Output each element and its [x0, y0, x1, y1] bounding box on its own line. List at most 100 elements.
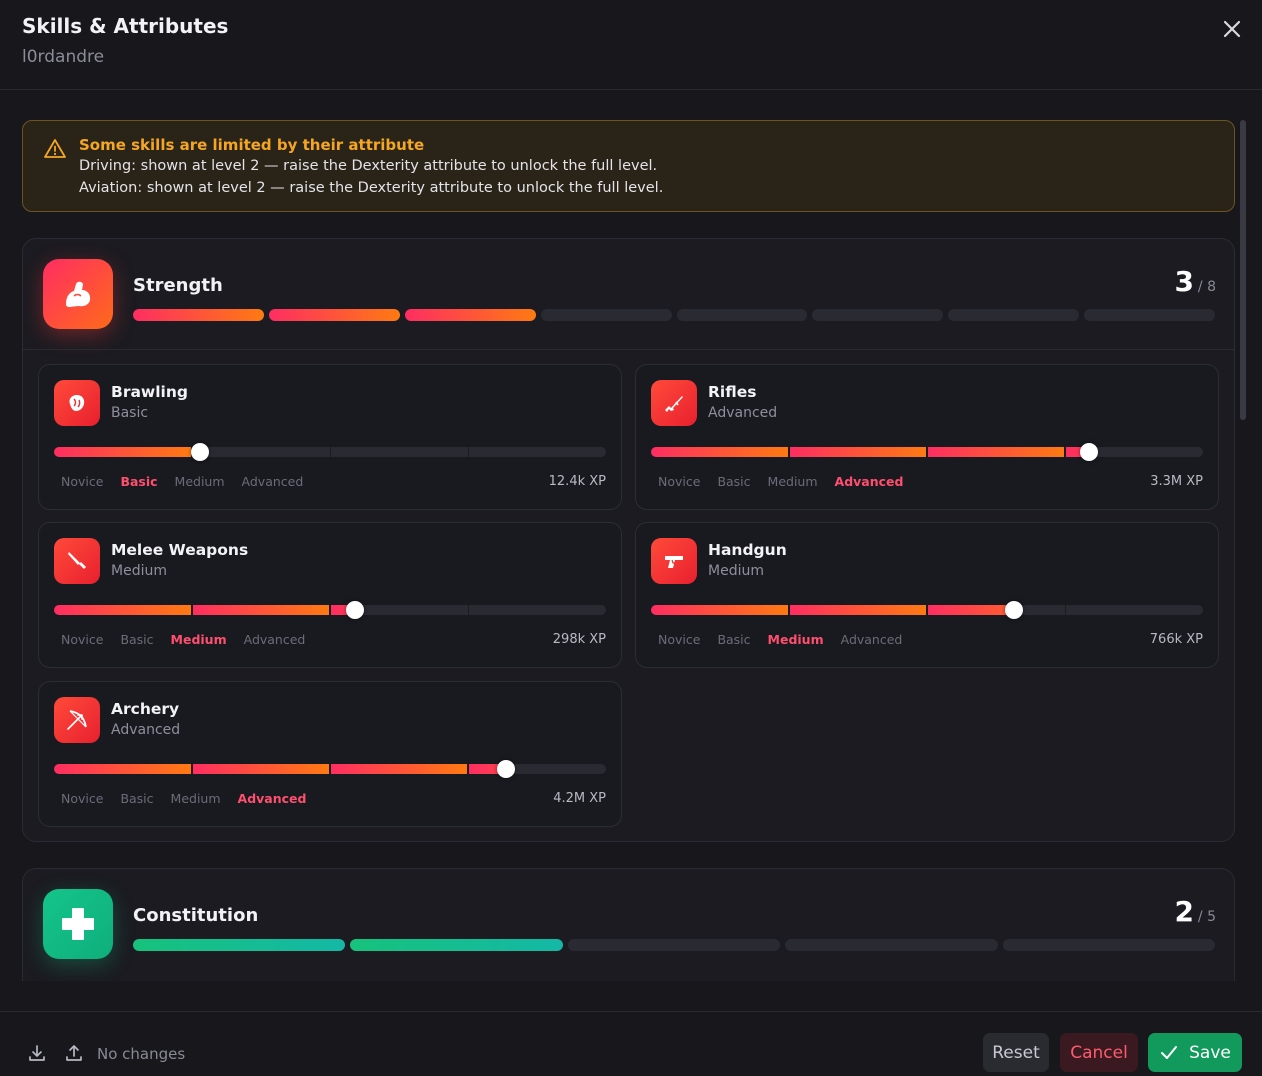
medical-cross-icon [43, 889, 113, 959]
level-segment[interactable] [133, 939, 346, 951]
reset-button[interactable]: Reset [983, 1033, 1049, 1072]
progress-fill [651, 605, 1014, 615]
tier-label-basic[interactable]: Basic [717, 632, 751, 647]
tier-labels: Novice Basic Medium Advanced [658, 632, 902, 647]
skill-xp: 3.3M XP [1150, 474, 1203, 489]
level-max: / 8 [1197, 279, 1216, 295]
attribute-limit-warning: Some skills are limited by their attribu… [22, 120, 1235, 212]
level-segment[interactable] [350, 939, 563, 951]
skill-name: Rifles [708, 383, 757, 401]
tier-label-basic[interactable]: Basic [120, 791, 154, 806]
boxing-glove-icon [54, 380, 100, 426]
tier-label-medium[interactable]: Medium [170, 632, 227, 647]
tier-label-advanced[interactable]: Advanced [241, 474, 304, 489]
tier-label-novice[interactable]: Novice [658, 474, 701, 489]
warning-icon [44, 139, 66, 158]
attribute-header[interactable]: Strength 3/ 8 [23, 239, 1234, 349]
skill-progress-slider[interactable] [54, 443, 606, 461]
scrollbar[interactable] [1240, 120, 1246, 420]
tier-divider [330, 447, 331, 457]
slider-handle[interactable] [1080, 443, 1098, 461]
level-segment[interactable] [268, 309, 400, 321]
close-icon[interactable] [1220, 17, 1244, 41]
tier-label-advanced[interactable]: Advanced [237, 791, 307, 806]
level-segment[interactable] [567, 939, 781, 951]
skill-progress-slider[interactable] [54, 601, 606, 619]
skill-xp: 298k XP [552, 632, 606, 647]
tier-label-basic[interactable]: Basic [120, 474, 158, 489]
tier-divider [927, 447, 928, 457]
level-segment[interactable] [785, 939, 998, 951]
skill-tier: Advanced [111, 722, 181, 738]
tier-divider [1065, 447, 1066, 457]
tier-divider [468, 447, 469, 457]
level-segment[interactable] [404, 309, 536, 321]
skill-card-brawling: Brawling Basic Novice Basic Medium Advanced… [38, 364, 622, 510]
level-segment[interactable] [133, 309, 264, 321]
cancel-button[interactable]: Cancel [1060, 1033, 1138, 1072]
attribute-card-constitution: Constitution 2/ 5 [22, 868, 1235, 981]
save-button[interactable]: Save [1148, 1033, 1242, 1072]
tier-label-medium[interactable]: Medium [174, 474, 225, 489]
tier-divider [192, 764, 193, 774]
skill-progress-slider[interactable] [651, 601, 1203, 619]
level-segment[interactable] [948, 309, 1080, 321]
tier-labels: Novice Basic Medium Advanced [61, 632, 305, 647]
slider-handle[interactable] [497, 760, 515, 778]
tier-label-medium[interactable]: Medium [767, 474, 818, 489]
tier-label-novice[interactable]: Novice [61, 632, 104, 647]
progress-fill [54, 447, 200, 457]
skill-tier: Basic [111, 405, 149, 421]
tier-label-novice[interactable]: Novice [658, 632, 701, 647]
rifle-icon [651, 380, 697, 426]
tier-label-medium[interactable]: Medium [767, 632, 824, 647]
skill-xp: 4.2M XP [553, 791, 606, 806]
slider-handle[interactable] [191, 443, 209, 461]
download-icon[interactable] [27, 1043, 47, 1063]
level-value: 2 [1174, 895, 1194, 928]
attribute-name: Constitution [133, 905, 259, 926]
tier-label-novice[interactable]: Novice [61, 474, 104, 489]
skill-card-melee-weapons: Melee Weapons Medium Novice Basic Medium Ad… [38, 522, 622, 668]
tier-label-advanced[interactable]: Advanced [840, 632, 903, 647]
progress-fill [54, 605, 355, 615]
modal-header: Skills & Attributes l0rdandre [0, 0, 1262, 90]
progress-fill [54, 764, 506, 774]
modal-title: Skills & Attributes [22, 14, 229, 38]
tier-label-novice[interactable]: Novice [61, 791, 104, 806]
slider-handle[interactable] [346, 601, 364, 619]
attribute-level-bar[interactable] [133, 939, 1216, 951]
tier-label-medium[interactable]: Medium [170, 791, 221, 806]
tier-label-basic[interactable]: Basic [717, 474, 751, 489]
skill-card-handgun: Handgun Medium Novice Basic Medium Advanced… [635, 522, 1219, 668]
slider-handle[interactable] [1005, 601, 1023, 619]
skill-xp: 12.4k XP [548, 474, 606, 489]
divider [23, 349, 1234, 350]
level-segment[interactable] [540, 309, 672, 321]
modal-footer: No changes Reset Cancel Save [0, 1011, 1262, 1076]
tier-labels: Novice Basic Medium Advanced [61, 791, 306, 806]
tier-divider [330, 764, 331, 774]
checkmark-icon [1161, 1045, 1178, 1059]
tier-divider [468, 764, 469, 774]
upload-icon[interactable] [64, 1043, 84, 1063]
character-name: l0rdandre [22, 47, 105, 67]
attribute-header[interactable]: Constitution 2/ 5 [23, 869, 1234, 979]
flexed-arm-icon [43, 259, 113, 329]
attribute-level: 3/ 8 [1174, 265, 1216, 298]
skill-progress-slider[interactable] [54, 760, 606, 778]
level-segment[interactable] [1084, 309, 1215, 321]
tier-label-basic[interactable]: Basic [120, 632, 154, 647]
level-segment[interactable] [812, 309, 944, 321]
level-segment[interactable] [676, 309, 808, 321]
skill-name: Handgun [708, 541, 787, 559]
level-segment[interactable] [1002, 939, 1216, 951]
warning-line-aviation: Aviation: shown at level 2 — raise the D… [79, 180, 664, 196]
bow-icon [54, 697, 100, 743]
attribute-level-bar[interactable] [133, 309, 1215, 321]
skill-progress-slider[interactable] [651, 443, 1203, 461]
tier-label-advanced[interactable]: Advanced [834, 474, 904, 489]
tier-label-advanced[interactable]: Advanced [243, 632, 306, 647]
save-label: Save [1189, 1042, 1231, 1063]
